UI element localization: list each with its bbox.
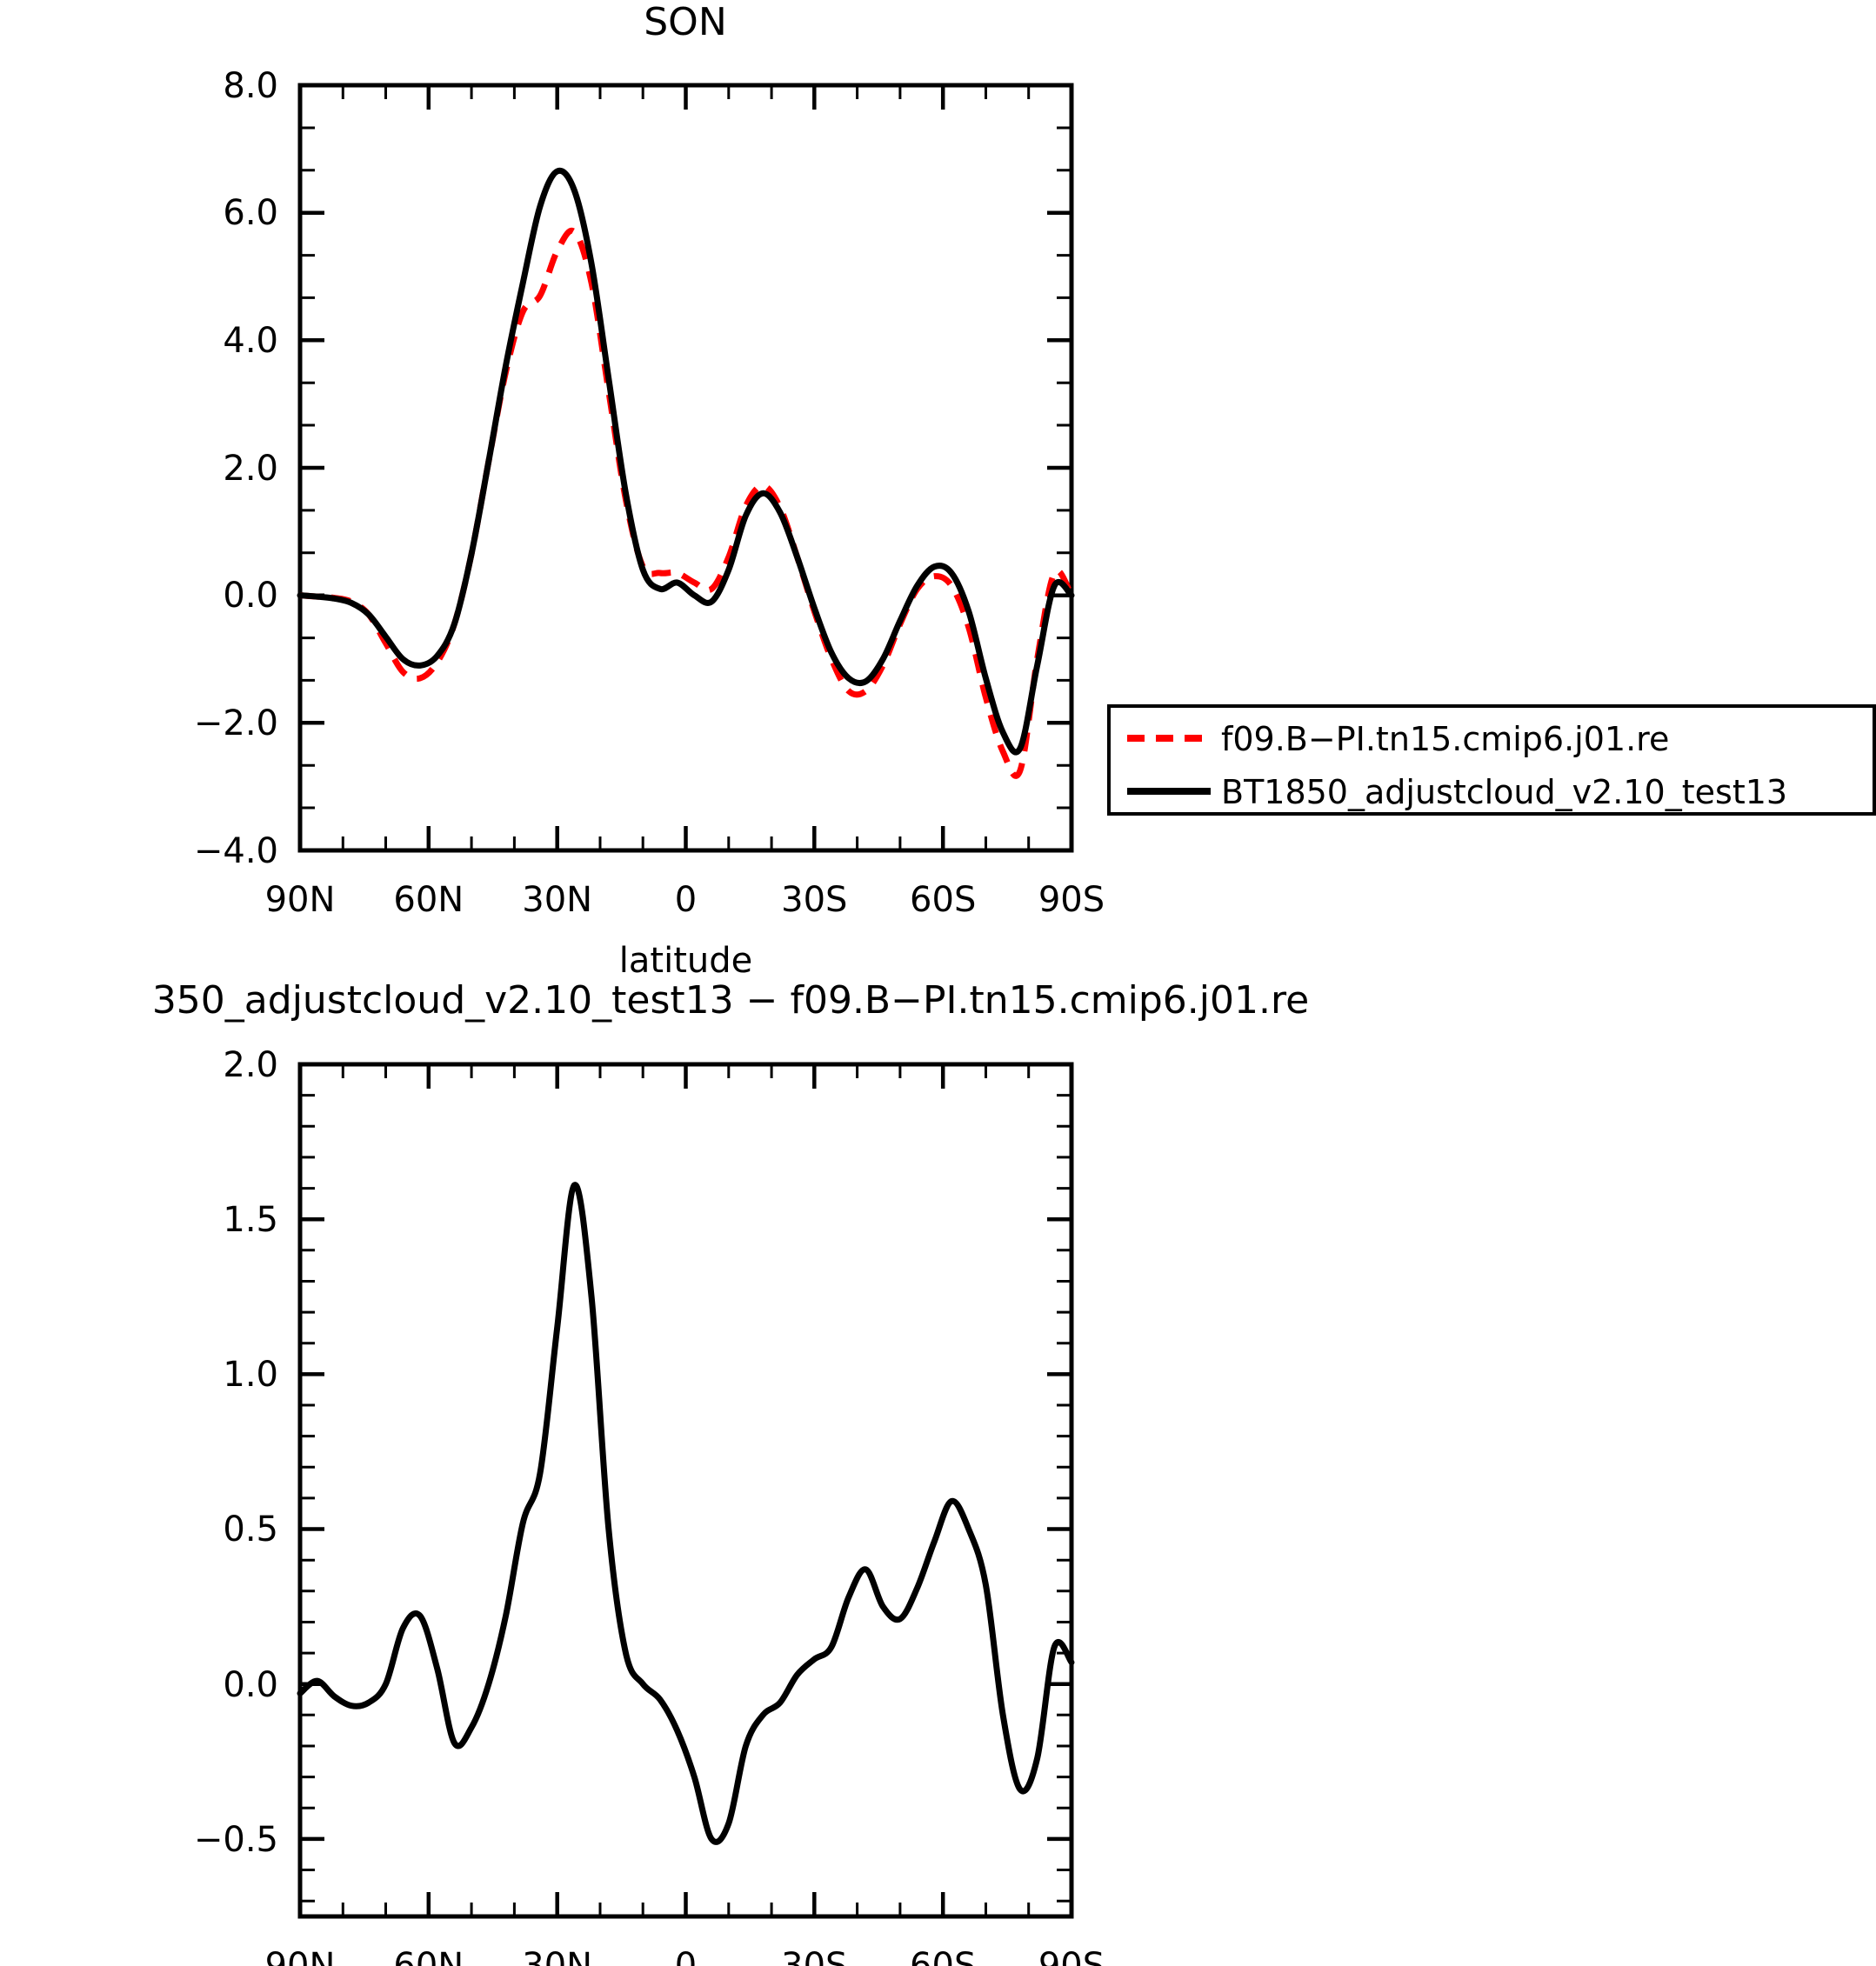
x-tick-label: 60N [393, 880, 464, 920]
y-tick-label: 2.0 [223, 449, 278, 489]
top-panel: SON Merid Stationary Eddy Momentum (m²/s… [0, 0, 1105, 981]
x-tick-label: 60S [910, 880, 976, 920]
x-tick-label: 90N [265, 880, 336, 920]
x-tick-label: 90N [265, 1946, 336, 1966]
plot-canvas: SON Merid Stationary Eddy Momentum (m²/s… [0, 0, 1876, 1966]
y-tick-label: −4.0 [194, 831, 278, 871]
y-tick-label: 0.0 [223, 1665, 278, 1705]
legend-label-test: BT1850_adjustcloud_v2.10_test13 [1221, 773, 1787, 811]
bottom-panel-y-tick-labels: 2.0 1.5 1.0 0.5 0.0 −0.5 [194, 1045, 278, 1860]
x-tick-label: 90S [1038, 880, 1105, 920]
x-tick-label: 60S [910, 1946, 976, 1966]
legend-label-reference: f09.B−PI.tn15.cmip6.j01.re [1221, 720, 1669, 758]
series-line-test [300, 170, 1072, 752]
x-tick-label: 30S [781, 1946, 847, 1966]
bottom-panel-frame [300, 1064, 1072, 1916]
bottom-panel-y-minor-ticks [300, 1096, 1072, 1902]
y-tick-label: −0.5 [194, 1820, 278, 1860]
top-panel-x-minor-ticks [343, 85, 1028, 850]
x-tick-label: 30S [781, 880, 847, 920]
x-tick-label: 60N [393, 1946, 464, 1966]
y-tick-label: 2.0 [223, 1045, 278, 1085]
y-tick-label: 6.0 [223, 193, 278, 233]
y-tick-label: 4.0 [223, 321, 278, 361]
top-panel-y-minor-ticks [300, 128, 1072, 808]
bottom-panel-x-tick-labels: 90N 60N 30N 0 30S 60S 90S [265, 1946, 1105, 1966]
x-tick-label: 30N [522, 880, 592, 920]
top-panel-frame [300, 85, 1072, 850]
series-line-reference [300, 230, 1072, 776]
bottom-panel-x-minor-ticks [343, 1064, 1028, 1916]
top-panel-y-tick-labels: 8.0 6.0 4.0 2.0 0.0 −2.0 −4.0 [194, 66, 278, 871]
top-panel-x-tick-labels: 90N 60N 30N 0 30S 60S 90S [265, 880, 1105, 920]
y-tick-label: −2.0 [194, 703, 278, 743]
top-panel-title: SON [644, 0, 726, 44]
y-tick-label: 0.5 [223, 1509, 278, 1549]
bottom-panel-y-major-ticks [300, 1064, 1072, 1839]
y-tick-label: 8.0 [223, 66, 278, 106]
x-tick-label: 30N [522, 1946, 592, 1966]
bottom-panel-x-major-ticks [300, 1064, 1072, 1916]
top-panel-y-major-ticks [300, 85, 1072, 850]
series-line-difference [300, 1185, 1072, 1843]
y-tick-label: 0.0 [223, 576, 278, 616]
x-tick-label: 0 [675, 1946, 697, 1966]
y-tick-label: 1.0 [223, 1355, 278, 1395]
y-tick-label: 1.5 [223, 1200, 278, 1240]
figure-root: SON Merid Stationary Eddy Momentum (m²/s… [0, 0, 1876, 1966]
x-tick-label: 0 [675, 880, 697, 920]
difference-panel-title: 350_adjustcloud_v2.10_test13 − f09.B−PI.… [152, 978, 1309, 1023]
top-panel-x-major-ticks [300, 85, 1072, 850]
top-panel-xlabel: latitude [619, 941, 752, 981]
legend: f09.B−PI.tn15.cmip6.j01.re BT1850_adjust… [1109, 706, 1874, 814]
x-tick-label: 90S [1038, 1946, 1105, 1966]
